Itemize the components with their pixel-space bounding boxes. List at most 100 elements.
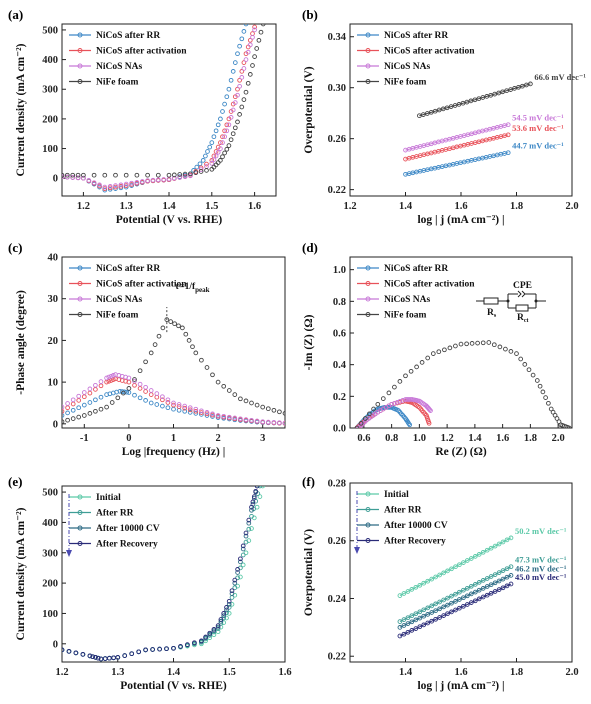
data-point: [488, 574, 494, 579]
data-point: [260, 404, 266, 410]
data-point: [182, 174, 188, 180]
data-point: [81, 172, 86, 178]
data-point: [260, 419, 266, 425]
data-point: [172, 321, 177, 327]
legend: NiCoS after RR NiCoS after activation NiCo…: [69, 264, 187, 321]
rct-subscript: ct: [524, 318, 529, 324]
data-point: [143, 359, 148, 365]
x-tick-label: 1.5: [223, 667, 236, 678]
data-point: [257, 486, 263, 489]
data-point: [176, 404, 182, 409]
data-point: [75, 175, 81, 181]
data-point: [250, 63, 255, 68]
data-point: [199, 638, 204, 644]
data-point: [249, 507, 254, 513]
data-point: [232, 125, 238, 131]
data-point: [102, 186, 108, 191]
data-point: [143, 398, 148, 403]
data-point: [464, 602, 470, 607]
data-point: [171, 172, 177, 178]
data-point: [500, 585, 506, 591]
y-axis-label: Current density (mA cm⁻²): [15, 507, 27, 640]
data-point: [111, 655, 116, 661]
data-point: [104, 404, 109, 410]
data-point: [405, 615, 411, 621]
data-point: [198, 167, 204, 172]
legend-entry: NiCoS after RR: [96, 31, 160, 41]
y-axis-label: Overpotential (V): [303, 66, 315, 153]
data-point: [222, 128, 227, 134]
data-point: [65, 401, 70, 406]
data-point: [64, 174, 70, 180]
plot-area: [354, 340, 572, 428]
data-point: [165, 400, 171, 405]
data-point: [218, 146, 223, 151]
y-tick-label: 500: [42, 488, 58, 499]
data-point: [70, 175, 76, 180]
data-point: [228, 137, 234, 143]
data-point: [500, 576, 506, 582]
data-point: [419, 360, 425, 365]
y-axis-label: -Im (Z) (Ω): [303, 314, 315, 370]
fit-line: [405, 134, 509, 160]
data-point: [256, 37, 262, 43]
data-point: [409, 587, 415, 592]
data-point: [400, 398, 406, 403]
legend-swatch-marker: [365, 281, 371, 286]
legend-swatch-marker: [77, 296, 83, 302]
data-point: [252, 54, 257, 59]
legend-entry: NiFe foam: [96, 78, 139, 88]
data-point: [134, 180, 140, 185]
data-point: [182, 408, 188, 414]
legend-entry: After RR: [96, 509, 134, 519]
data-point: [115, 395, 121, 401]
data-point: [213, 128, 219, 134]
data-point: [243, 533, 249, 539]
panel-label: (a): [8, 7, 23, 22]
data-point: [129, 651, 135, 657]
data-point: [237, 83, 242, 89]
legend: NiCoS after RR NiCoS after activation NiCo…: [357, 31, 475, 88]
data-point: [64, 172, 70, 178]
data-point: [215, 626, 221, 631]
data-point: [253, 488, 259, 494]
data-point: [81, 402, 87, 408]
data-point: [80, 652, 86, 657]
data-point: [93, 382, 98, 388]
data-point: [392, 400, 397, 406]
data-point: [204, 161, 209, 167]
data-point: [224, 607, 229, 613]
data-point: [107, 185, 113, 191]
data-point: [417, 582, 423, 588]
data-point: [229, 601, 235, 607]
data-point: [65, 405, 70, 411]
panel-a: (a) 1.2 1.3 1.4 1.5 1.6 0 100 200 300 400 500 Potent…: [8, 7, 277, 226]
y-axis-label: Overpotential (V): [303, 529, 315, 616]
series-after-recovery: [62, 486, 260, 662]
fit-line: [399, 574, 512, 628]
data-point: [224, 146, 230, 152]
data-point: [118, 185, 124, 191]
x-tick-label: 1.0: [413, 433, 426, 444]
data-point: [204, 411, 210, 417]
data-point: [249, 417, 254, 423]
data-point: [204, 164, 209, 169]
data-point: [122, 653, 128, 658]
data-point: [93, 397, 98, 403]
x-tick-label: 1.6: [278, 667, 291, 678]
data-point: [508, 349, 514, 354]
data-point: [260, 486, 266, 489]
data-point: [247, 72, 253, 77]
data-point: [193, 170, 199, 175]
data-point: [429, 603, 435, 609]
data-point: [476, 552, 482, 557]
y-tick-label: 200: [42, 579, 58, 590]
x-tick-label: 1.3: [111, 667, 124, 678]
data-point: [176, 323, 181, 329]
data-point: [472, 589, 478, 595]
data-point: [193, 350, 199, 356]
data-point: [177, 175, 183, 180]
data-point: [397, 399, 403, 404]
data-point: [480, 578, 486, 583]
series-after-rr: [62, 486, 263, 662]
